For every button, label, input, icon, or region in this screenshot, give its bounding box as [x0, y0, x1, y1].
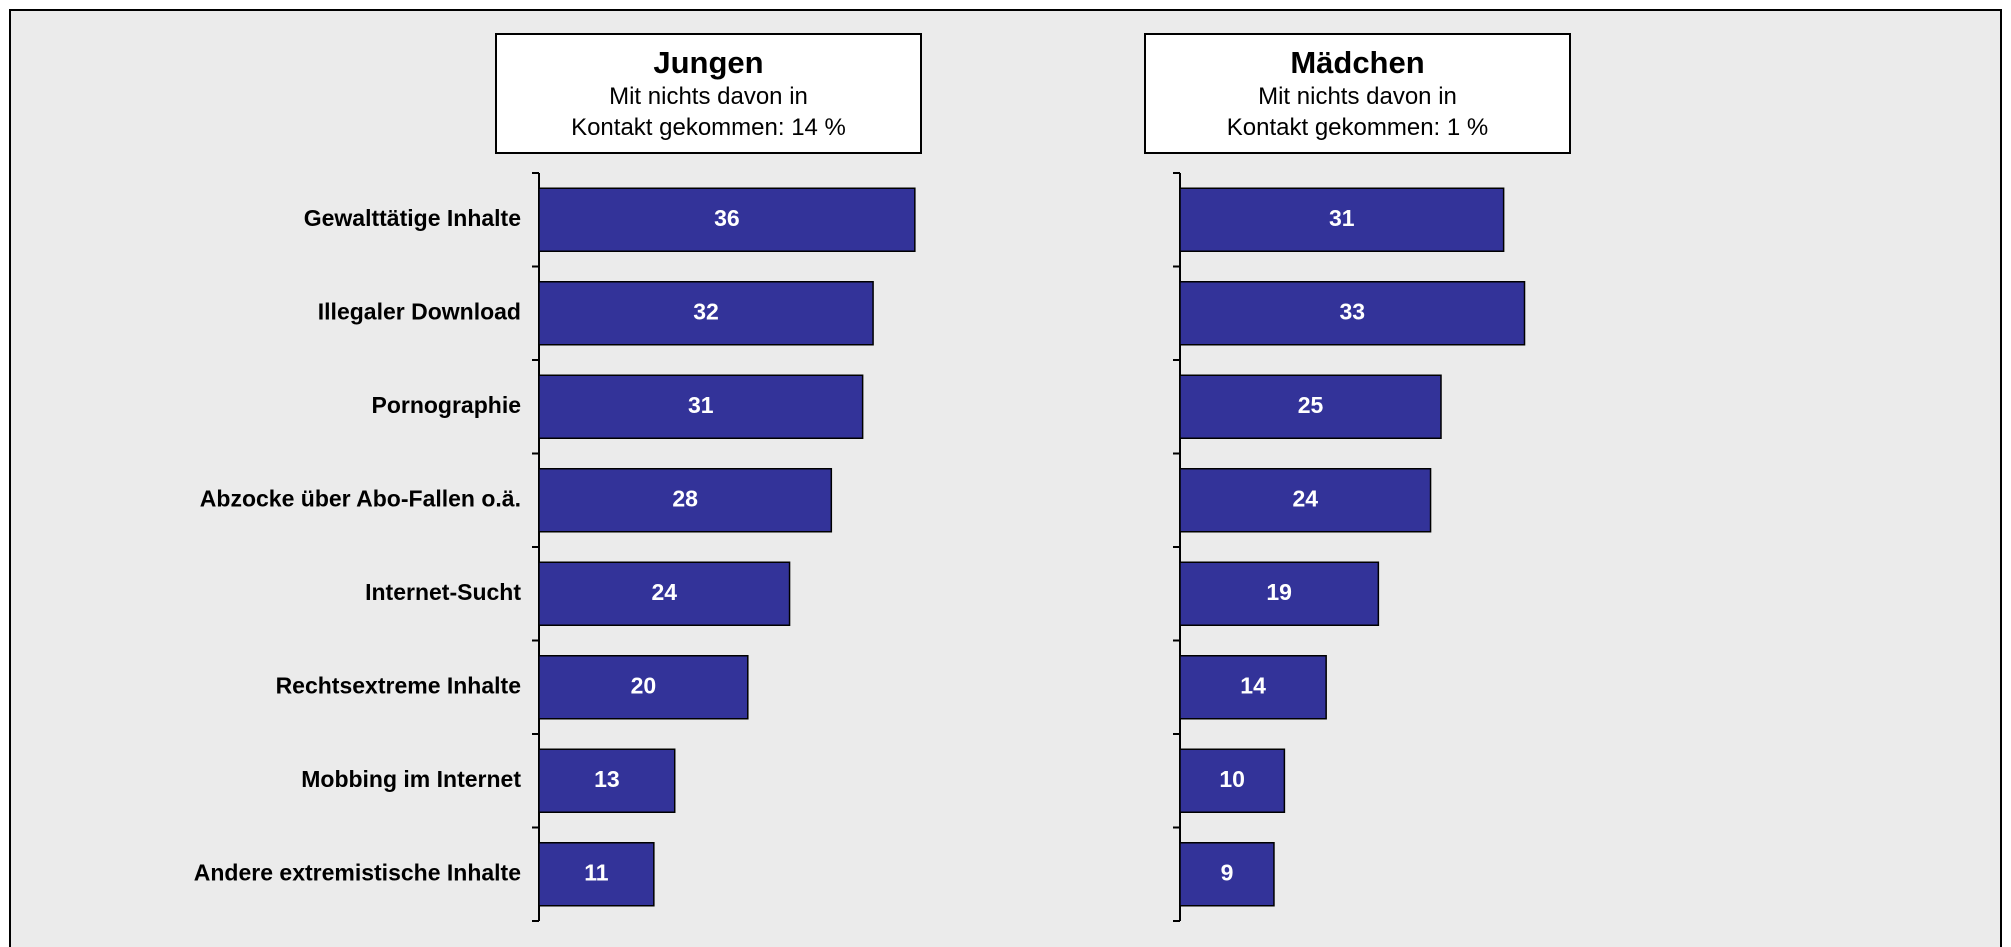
bar [538, 281, 874, 346]
value-label: 11 [584, 859, 609, 885]
value-label: 14 [1240, 672, 1266, 698]
subtitle: Kontakt gekommen: 1 % [1226, 114, 1489, 141]
bar [1179, 748, 1286, 813]
category-label: Mobbing im Internet [301, 766, 521, 792]
category-label: Pornographie [371, 392, 521, 418]
value-label: 28 [672, 485, 698, 511]
chart-title: Mädchen [1290, 45, 1425, 80]
bar [538, 561, 791, 626]
bar [1179, 281, 1526, 346]
value-label: 33 [1339, 298, 1365, 324]
chart-title: Jungen [653, 45, 764, 80]
category-label: Andere extremistische Inhalte [194, 859, 521, 885]
title-box: Mädchen Mit nichts davon in Kontakt geko… [1144, 33, 1571, 154]
subtitle: Mit nichts davon in [609, 83, 808, 110]
bar [1179, 842, 1275, 907]
value-label: 24 [1292, 485, 1318, 511]
bar [1179, 468, 1432, 533]
value-label: 36 [714, 205, 740, 231]
bar [538, 655, 749, 720]
bar [538, 187, 916, 252]
title-box: Jungen Mit nichts davon in Kontakt gekom… [495, 33, 922, 154]
category-label: Internet-Sucht [365, 579, 521, 605]
bar [1179, 187, 1505, 252]
subtitle: Kontakt gekommen: 14 % [571, 114, 846, 141]
bar [1179, 655, 1327, 720]
category-label: Gewalttätige Inhalte [304, 205, 521, 231]
value-label: 31 [688, 392, 714, 418]
bar [1179, 374, 1442, 439]
frame [9, 9, 2002, 947]
bar [538, 842, 655, 907]
category-label: Illegaler Download [318, 298, 521, 324]
value-label: 20 [631, 672, 657, 698]
value-label: 9 [1221, 859, 1234, 885]
value-label: 13 [594, 766, 620, 792]
value-label: 31 [1329, 205, 1355, 231]
value-label: 25 [1298, 392, 1324, 418]
subtitle: Mit nichts davon in [1258, 83, 1457, 110]
bar [538, 468, 833, 533]
value-label: 24 [651, 579, 677, 605]
category-label: Rechtsextreme Inhalte [276, 672, 521, 698]
category-label: Abzocke über Abo-Fallen o.ä. [200, 485, 521, 511]
value-label: 32 [693, 298, 719, 324]
bar [1179, 561, 1380, 626]
value-label: 19 [1266, 579, 1292, 605]
bar [538, 374, 864, 439]
value-label: 10 [1219, 766, 1245, 792]
bar [538, 748, 676, 813]
